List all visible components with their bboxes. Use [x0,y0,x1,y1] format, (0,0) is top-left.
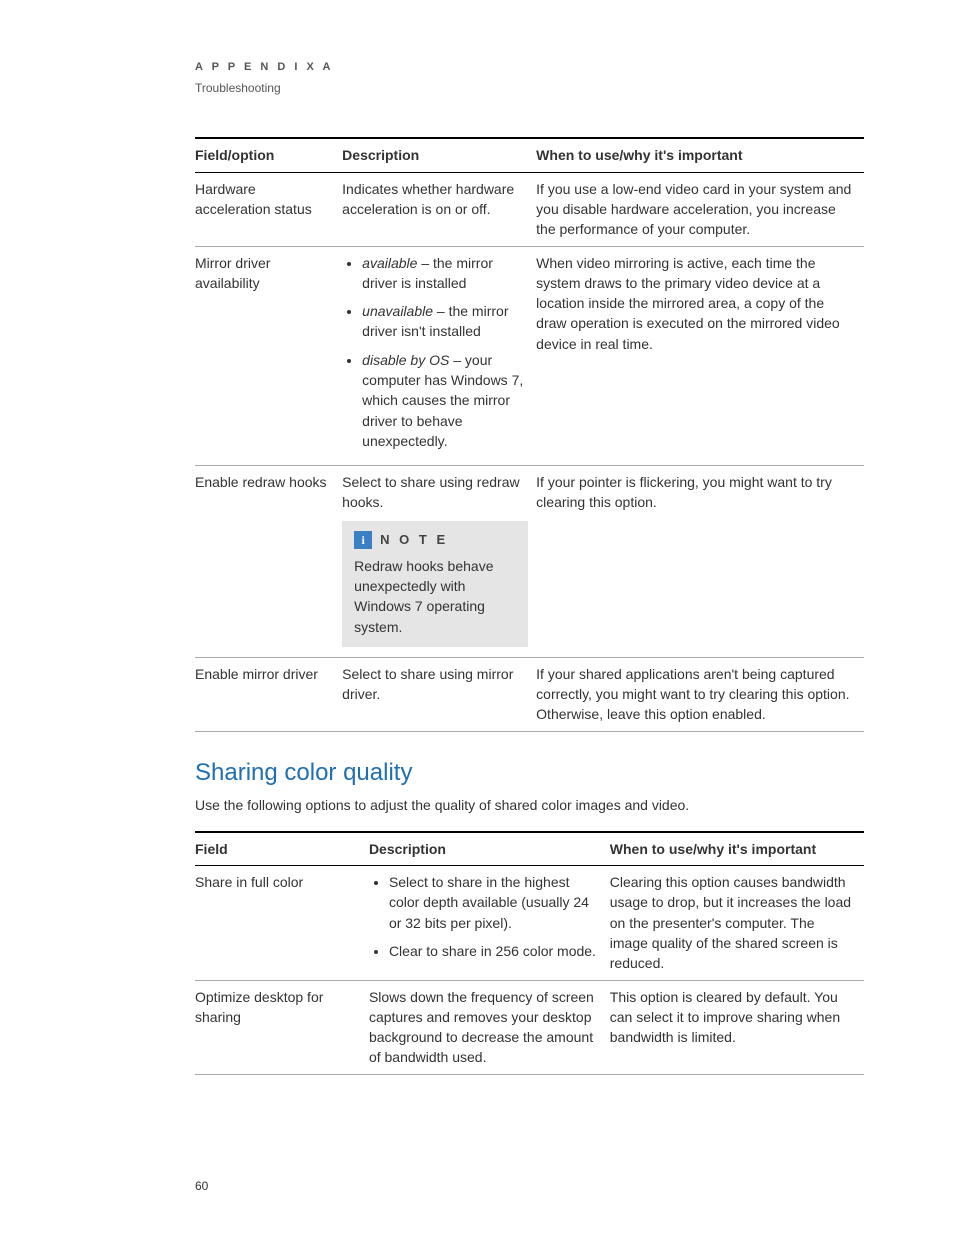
desc-cell: Slows down the frequency of screen captu… [369,980,610,1074]
desc-cell: Select to share using redraw hooks. i N … [342,466,536,658]
table1-header-why: When to use/why it's important [536,138,864,172]
list-item: available – the mirror driver is install… [362,253,528,294]
why-cell: Clearing this option causes bandwidth us… [610,866,864,980]
why-cell: If your pointer is flickering, you might… [536,466,864,658]
desc-cell: available – the mirror driver is install… [342,246,536,466]
list-item: disable by OS – your computer has Window… [362,350,528,451]
why-cell: When video mirroring is active, each tim… [536,246,864,466]
term: unavailable [362,303,433,319]
desc-text: Select to share using redraw hooks. [342,472,528,513]
why-cell: This option is cleared by default. You c… [610,980,864,1074]
table1-header-row: Field/option Description When to use/why… [195,138,864,172]
desc-cell: Select to share in the highest color dep… [369,866,610,980]
table2-header-field: Field [195,832,369,866]
table2-header-row: Field Description When to use/why it's i… [195,832,864,866]
field-cell: Hardware acceleration status [195,172,342,246]
note-text: Redraw hooks behave unexpectedly with Wi… [354,556,516,637]
list-item: unavailable – the mirror driver isn't in… [362,301,528,342]
table-row: Share in full color Select to share in t… [195,866,864,980]
note-box: i N O T E Redraw hooks behave unexpected… [342,521,528,647]
term: disable by OS [362,352,449,368]
page-number: 60 [195,1178,208,1195]
table-row: Mirror driver availability available – t… [195,246,864,466]
field-cell: Enable redraw hooks [195,466,342,658]
table1-header-field: Field/option [195,138,342,172]
field-cell: Share in full color [195,866,369,980]
table-row: Hardware acceleration status Indicates w… [195,172,864,246]
term: available [362,255,417,271]
subheading: Troubleshooting [195,80,864,97]
table-row: Enable mirror driver Select to share usi… [195,657,864,731]
table-row: Enable redraw hooks Select to share usin… [195,466,864,658]
table1-header-description: Description [342,138,536,172]
field-cell: Optimize desktop for sharing [195,980,369,1074]
appendix-label: A P P E N D I X A [195,60,864,76]
note-label: N O T E [380,531,448,550]
field-cell: Enable mirror driver [195,657,342,731]
table-row: Optimize desktop for sharing Slows down … [195,980,864,1074]
section-intro: Use the following options to adjust the … [195,795,864,815]
desc-cell: Select to share using mirror driver. [342,657,536,731]
desc-cell: Indicates whether hardware acceleration … [342,172,536,246]
field-cell: Mirror driver availability [195,246,342,466]
bullet-list: available – the mirror driver is install… [362,253,528,452]
info-icon: i [354,531,372,549]
options-table-1: Field/option Description When to use/why… [195,137,864,731]
note-header: i N O T E [354,531,516,550]
table2-header-why: When to use/why it's important [610,832,864,866]
list-item: Select to share in the highest color dep… [389,872,602,933]
why-cell: If you use a low-end video card in your … [536,172,864,246]
options-table-2: Field Description When to use/why it's i… [195,831,864,1075]
bullet-list: Select to share in the highest color dep… [389,872,602,961]
table2-header-description: Description [369,832,610,866]
page: A P P E N D I X A Troubleshooting Field/… [0,0,954,1235]
section-heading: Sharing color quality [195,756,864,791]
why-cell: If your shared applications aren't being… [536,657,864,731]
list-item: Clear to share in 256 color mode. [389,941,602,961]
